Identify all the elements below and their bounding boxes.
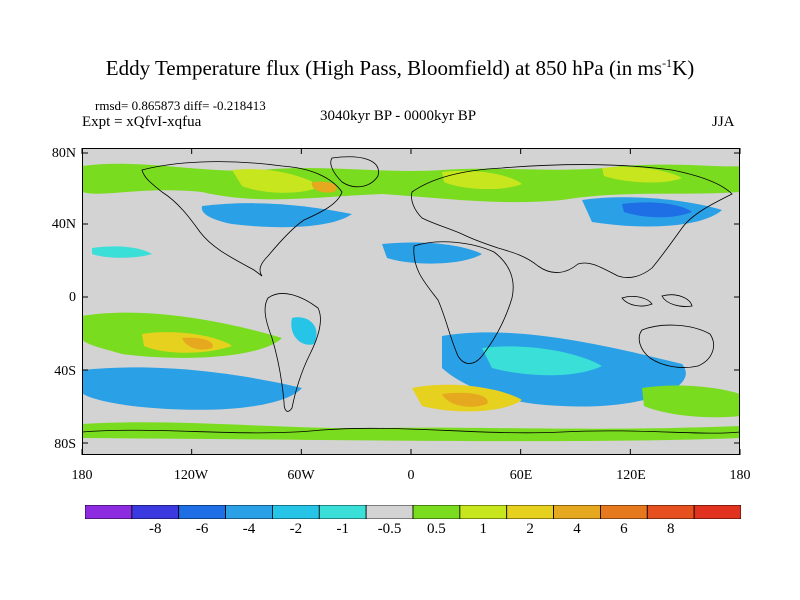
lon-label-180-west: 180 (71, 468, 93, 483)
lat-label-40n: 40N (51, 217, 76, 232)
lon-label-120w: 120W (173, 468, 209, 483)
colorbar-label: -1 (336, 521, 349, 537)
colorbar-label: 0.5 (427, 521, 446, 537)
colorbar-label: -2 (289, 521, 303, 537)
colorbar-label: 4 (573, 521, 581, 537)
experiment-label: Expt = xQfvI-xqfua (82, 114, 202, 130)
colorbar-swatch (412, 505, 461, 519)
coastline-indonesia (621, 296, 653, 307)
colorbar-swatch (85, 505, 133, 519)
anomaly-patch-darkblue-north-pacific (622, 202, 692, 218)
anomaly-patch-orange-south-atlantic (442, 392, 488, 407)
coastline-north-america (141, 161, 343, 277)
period-label: 3040kyr BP - 0000kyr BP (320, 108, 477, 124)
map-plot (82, 148, 740, 455)
anomaly-patch-green-south-east (642, 385, 740, 418)
coastline-antarctica (82, 427, 740, 434)
colorbar-swatch (225, 505, 273, 519)
lat-label-40s: 40S (54, 364, 76, 379)
anomaly-field (82, 163, 740, 442)
lat-label-0: 0 (69, 290, 76, 305)
anomaly-patch-yellow-eurasia (442, 170, 522, 190)
anomaly-patch-green-antarctic (82, 422, 740, 442)
anomaly-patch-cyan-pacific (92, 246, 152, 258)
lon-label-180-east: 180 (729, 468, 751, 483)
colorbar-swatch (600, 505, 648, 519)
coastline-africa (413, 241, 514, 364)
colorbar-label: 8 (666, 521, 675, 537)
colorbar (85, 505, 741, 519)
colorbar-swatch (646, 505, 695, 519)
tick-marks (81, 148, 741, 455)
anomaly-patch-orange-south-pacific (182, 337, 213, 350)
colorbar-swatch (693, 505, 741, 519)
coastline-new-guinea (661, 294, 693, 307)
anomaly-patch-yellow-canada (232, 169, 322, 193)
lon-label-60w: 60W (287, 468, 315, 483)
colorbar-swatch (506, 505, 554, 519)
colorbar-label: -6 (195, 521, 209, 537)
season-label: JJA (712, 114, 735, 130)
chart-title: Eddy Temperature flux (High Pass, Bloomf… (105, 56, 695, 80)
anomaly-patch-blue-mediterranean (382, 242, 482, 264)
colorbar-swatch (459, 505, 508, 519)
anomaly-patch-blue-southern-ocean-west (82, 367, 302, 410)
anomaly-patch-yellow-siberia (602, 166, 682, 183)
colorbar-swatch (365, 505, 414, 519)
rmsd-diff-text: rmsd= 0.865873 diff= -0.218413 (95, 98, 266, 113)
anomaly-patch-blue-atlantic (201, 203, 352, 228)
colorbar-label: 2 (526, 521, 534, 537)
coastline-greenland (330, 156, 379, 188)
anomaly-patch-orange-canada (311, 181, 337, 193)
colorbar-label: -4 (242, 521, 256, 537)
coastline-eurasia (411, 164, 733, 278)
colorbar-swatch (272, 505, 320, 519)
anomaly-patch-cyan-south-america (291, 317, 317, 345)
coastlines (82, 156, 740, 434)
colorbar-swatch (318, 505, 367, 519)
colorbar-label: -8 (149, 521, 162, 537)
colorbar-label: -0.5 (377, 521, 402, 537)
colorbar-swatch (131, 505, 180, 519)
lat-label-80n: 80N (51, 146, 76, 161)
lat-label-80s: 80S (54, 437, 76, 452)
lon-label-0: 0 (407, 468, 415, 483)
colorbar-label: 6 (620, 521, 628, 537)
colorbar-swatch (553, 505, 601, 519)
anomaly-patch-cyan-southern-indian (482, 346, 602, 376)
coastline-south-america (264, 293, 321, 412)
colorbar-label: 1 (479, 521, 488, 537)
coastline-australia (638, 324, 714, 368)
colorbar-swatch (178, 505, 226, 519)
lon-label-60e: 60E (509, 468, 533, 483)
lon-label-120e: 120E (616, 468, 646, 483)
